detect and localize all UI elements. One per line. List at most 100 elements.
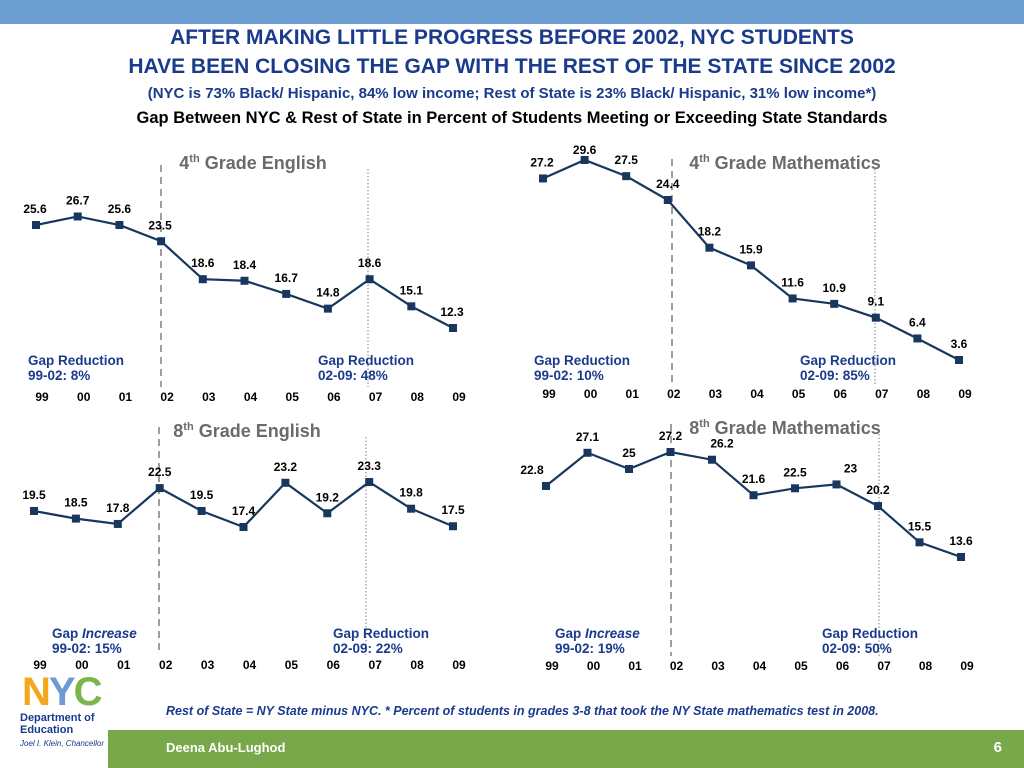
x-tick-label: 01 [117, 658, 131, 672]
x-tick-label: 08 [919, 659, 933, 673]
page-number: 6 [993, 739, 1002, 756]
x-tick-label: 99 [35, 390, 49, 404]
x-tick-label: 09 [452, 658, 466, 672]
data-point [747, 261, 755, 270]
data-label: 15.1 [400, 283, 424, 297]
data-point [708, 455, 716, 464]
data-label: 27.1 [576, 430, 600, 444]
x-tick-label: 08 [917, 387, 931, 401]
gap-note-line1: Gap Increase [52, 626, 137, 641]
data-point [583, 448, 592, 457]
data-point [32, 221, 40, 229]
data-label: 19.8 [399, 486, 423, 500]
data-label: 18.5 [64, 496, 88, 510]
data-point [407, 504, 416, 513]
data-label: 10.9 [823, 281, 847, 295]
data-label: 26.7 [66, 193, 90, 207]
data-point [871, 313, 880, 322]
chart-title-rest: Grade English [194, 421, 321, 441]
logo-nyc: NYC [22, 670, 102, 714]
chart-title-number: 8 [173, 421, 183, 441]
x-tick-label: 99 [545, 659, 559, 673]
x-tick-label: 00 [584, 387, 598, 401]
data-label: 6.4 [909, 315, 926, 329]
chart-title-number: 4 [179, 153, 189, 173]
data-point [281, 478, 290, 487]
data-point [913, 334, 922, 343]
x-tick-label: 02 [670, 659, 684, 673]
data-point [73, 212, 82, 221]
gap-note-line2: 02-09: 48% [318, 368, 388, 383]
gap-note-word: Gap [555, 626, 585, 641]
gap-note-line2: 99-02: 10% [534, 368, 604, 383]
gap-note-line2: 99-02: 8% [28, 368, 90, 383]
logo-department-line1: Department of [20, 712, 95, 724]
data-label: 9.1 [867, 295, 884, 309]
chart-title-number: 4 [689, 153, 699, 173]
x-tick-label: 09 [960, 659, 974, 673]
nyc-doe-logo: NYC Department of Education Joel I. Klei… [18, 672, 128, 752]
data-point [115, 221, 124, 229]
gap-note-line1: Gap Reduction [28, 353, 124, 368]
gap-note-line1: Gap Reduction [333, 626, 429, 641]
data-point [113, 519, 122, 528]
chart-heading: Gap Between NYC & Rest of State in Perce… [136, 109, 888, 127]
data-point [666, 448, 675, 456]
gap-note-line2: 02-09: 22% [333, 641, 403, 656]
data-label: 23.3 [358, 459, 382, 473]
x-tick-label: 03 [201, 658, 215, 672]
data-label: 17.5 [441, 503, 465, 517]
x-tick-label: 02 [159, 658, 173, 672]
x-tick-label: 08 [411, 390, 425, 404]
data-point [705, 243, 714, 252]
x-tick-label: 09 [958, 387, 972, 401]
data-label: 12.3 [440, 305, 464, 319]
gap-note-line1: Gap Increase [555, 626, 640, 641]
gap-note-line2: 99-02: 19% [555, 641, 625, 656]
data-label: 23 [844, 461, 858, 475]
chart-title-superscript: th [699, 418, 710, 430]
chart-8th-grade-mathematics: 8th Grade Mathematics 22.8 27.1 25 27.2 26.2 2… [520, 418, 974, 673]
data-point [157, 237, 166, 246]
gap-note-emphasis: Increase [585, 626, 640, 641]
x-tick-label: 05 [285, 658, 299, 672]
gap-note-emphasis: Increase [82, 626, 137, 641]
x-tick-label: 01 [626, 387, 640, 401]
chart-title: 8th Grade English [173, 421, 320, 441]
data-label: 19.5 [190, 488, 214, 502]
data-point [239, 523, 248, 531]
data-point [791, 484, 799, 493]
footer-bar: Deena Abu-Lughod 6 [108, 730, 1024, 768]
series-line [545, 450, 962, 559]
data-point [407, 302, 416, 311]
gap-note-line1: Gap Reduction [534, 353, 630, 368]
x-tick-label: 06 [327, 658, 341, 672]
x-tick-label: 01 [119, 390, 133, 404]
data-point [240, 276, 249, 285]
x-tick-label: 07 [875, 387, 889, 401]
data-label: 15.9 [739, 242, 763, 256]
x-tick-label: 03 [711, 659, 725, 673]
data-point [197, 506, 206, 515]
chart-8th-grade-english: 8th Grade English 19.5 18.5 17.8 22.5 19.5 17.… [22, 421, 466, 672]
x-tick-label: 00 [587, 659, 601, 673]
x-tick-label: 07 [369, 390, 383, 404]
data-label: 3.6 [951, 337, 968, 351]
x-tick-label: 07 [877, 659, 891, 673]
x-tick-label: 04 [244, 390, 258, 404]
data-point [449, 324, 457, 332]
chart-title-rest: Grade Mathematics [710, 418, 881, 438]
chart-title-rest: Grade English [200, 153, 327, 173]
data-label: 13.6 [949, 534, 973, 548]
data-label: 19.5 [22, 488, 46, 502]
data-label: 25.6 [108, 202, 132, 216]
x-tick-label: 09 [452, 390, 466, 404]
x-tick-label: 06 [836, 659, 850, 673]
data-point [539, 174, 547, 183]
data-label: 16.7 [275, 271, 299, 285]
data-point [198, 275, 207, 284]
data-label: 17.8 [106, 501, 130, 515]
chart-title: 4th Grade Mathematics [689, 153, 880, 173]
data-label: 27.5 [615, 153, 639, 167]
